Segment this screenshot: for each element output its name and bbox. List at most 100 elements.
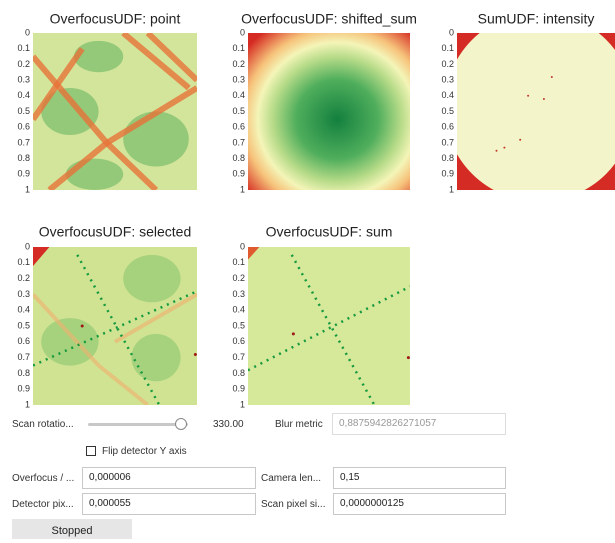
y-tick-label: 0.9: [232, 384, 245, 394]
y-tick-label: 0.2: [17, 273, 30, 283]
page: OverfocusUDF: point 0 0.1 0.2 0.3 0.4 0.5 0.6 0.…: [0, 0, 615, 536]
panel-title: OverfocusUDF: shifted_sum: [241, 11, 417, 27]
patch: [131, 334, 180, 381]
y-tick-label: 0.2: [441, 59, 454, 69]
checkbox[interactable]: [86, 446, 96, 456]
y-tick-label: 0: [25, 241, 30, 251]
slider-thumb[interactable]: [175, 418, 187, 430]
y-tick-label: 0.5: [232, 106, 245, 116]
speck: [292, 332, 295, 335]
y-tick-label: 0.6: [232, 336, 245, 346]
y-tick-label: 0.2: [232, 273, 245, 283]
y-tick-label: 0.1: [441, 43, 454, 53]
y-tick-label: 0.1: [232, 43, 245, 53]
y-tick-label: 0.7: [232, 352, 245, 362]
y-tick-label: 0.1: [232, 257, 245, 267]
y-tick-label: 0.4: [232, 90, 245, 100]
plots: OverfocusUDF: point 0 0.1 0.2 0.3 0.4 0.5 0.6 0.…: [0, 0, 615, 410]
y-tick-label: 0.7: [441, 137, 454, 147]
y-tick-label: 0.9: [441, 169, 454, 179]
speck: [496, 150, 498, 152]
y-tick-label: 0.9: [17, 169, 30, 179]
y-tick-label: 0.3: [441, 74, 454, 84]
slider-track[interactable]: [88, 423, 188, 426]
y-tick-label: 1: [240, 184, 245, 194]
y-tick-label: 0: [25, 27, 30, 37]
label: Scan rotatio...: [12, 419, 74, 430]
patch: [66, 159, 123, 190]
y-tick-label: 0.7: [17, 352, 30, 362]
text-input[interactable]: 0,0000000125: [333, 493, 506, 515]
y-tick-label: 0.8: [232, 368, 245, 378]
heatmap: [33, 33, 197, 190]
y-tick-label: 0.2: [232, 59, 245, 69]
y-tick-label: 0.4: [232, 305, 245, 315]
panel-title: OverfocusUDF: sum: [266, 224, 393, 240]
speck: [194, 353, 197, 356]
y-tick-label: 1: [25, 184, 30, 194]
text-input[interactable]: 0,000055: [82, 493, 256, 515]
y-tick-label: 0.3: [17, 74, 30, 84]
heatmap-bg: [248, 33, 410, 190]
y-tick-label: 0.8: [17, 368, 30, 378]
speck: [81, 325, 84, 328]
heatmap: [33, 247, 197, 405]
y-tick-label: 0.4: [17, 90, 30, 100]
slider-value: 330.00: [213, 419, 244, 430]
y-tick-label: 0.1: [17, 43, 30, 53]
y-tick-label: 0.4: [17, 305, 30, 315]
y-tick-label: 1: [449, 184, 454, 194]
y-tick-label: 1: [240, 399, 245, 409]
y-tick-label: 0.8: [17, 153, 30, 163]
speck: [527, 95, 529, 97]
label: Camera len...: [261, 473, 321, 484]
y-tick-label: 0: [449, 27, 454, 37]
patch: [74, 41, 123, 72]
y-tick-label: 0.3: [17, 289, 30, 299]
text-input[interactable]: 0,000006: [82, 467, 256, 489]
label: Scan pixel si...: [261, 499, 325, 510]
y-tick-label: 0: [240, 241, 245, 251]
speck: [503, 147, 505, 149]
y-tick-label: 0.8: [232, 153, 245, 163]
heatmap-bg: [248, 247, 410, 405]
text-input: 0,8875942826271057: [332, 413, 506, 435]
y-tick-label: 0.6: [17, 336, 30, 346]
y-tick-label: 0.2: [17, 59, 30, 69]
y-tick-label: 0.8: [441, 153, 454, 163]
speck: [551, 76, 553, 78]
y-tick-label: 0.6: [17, 122, 30, 132]
speck: [543, 98, 545, 100]
panel-title: OverfocusUDF: point: [50, 11, 181, 27]
y-tick-label: 0.9: [232, 169, 245, 179]
heatmap: [248, 33, 410, 190]
y-tick-label: 0.6: [232, 122, 245, 132]
y-tick-label: 0.3: [232, 289, 245, 299]
label: Detector pix...: [12, 499, 74, 510]
panel-title: OverfocusUDF: selected: [39, 224, 192, 240]
text-input[interactable]: 0,15: [333, 467, 506, 489]
y-tick-label: 0.4: [441, 90, 454, 100]
heatmap: [444, 12, 615, 202]
y-tick-label: 0.5: [232, 320, 245, 330]
button[interactable]: Stopped: [12, 519, 132, 539]
y-tick-label: 0.5: [441, 106, 454, 116]
y-tick-label: 1: [25, 399, 30, 409]
y-tick-label: 0.5: [17, 106, 30, 116]
label: Overfocus / ...: [12, 473, 74, 484]
patch: [123, 112, 189, 167]
y-tick-label: 0.6: [441, 122, 454, 132]
y-tick-label: 0.7: [17, 137, 30, 147]
patch: [123, 255, 180, 302]
speck: [407, 356, 410, 359]
y-tick-label: 0.9: [17, 384, 30, 394]
y-tick-label: 0.3: [232, 74, 245, 84]
label: Blur metric: [275, 419, 323, 430]
y-tick-label: 0.1: [17, 257, 30, 267]
heatmap: [248, 247, 410, 405]
checkbox-label[interactable]: Flip detector Y axis: [102, 446, 187, 457]
speck: [519, 139, 521, 141]
y-tick-label: 0.7: [232, 137, 245, 147]
panel-title: SumUDF: intensity: [478, 11, 595, 27]
y-tick-label: 0: [240, 27, 245, 37]
